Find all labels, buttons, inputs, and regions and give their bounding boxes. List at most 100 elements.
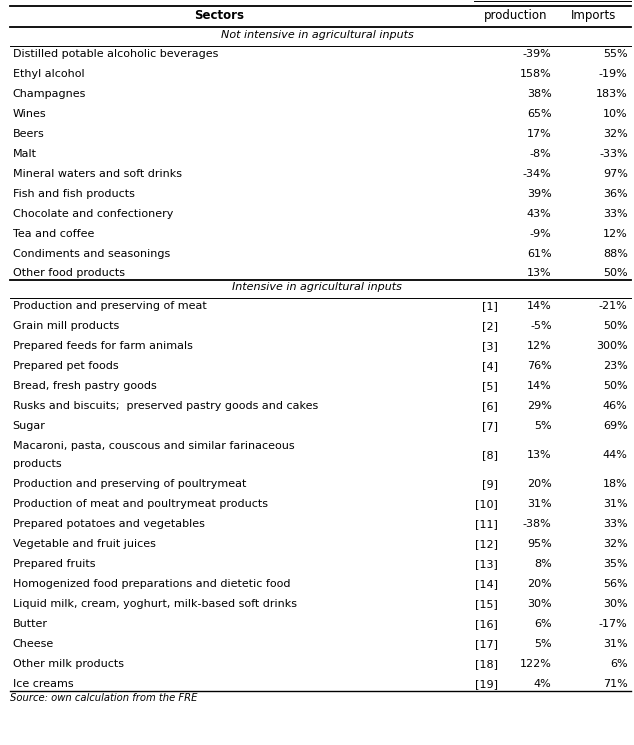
Text: [8]: [8] bbox=[482, 450, 498, 460]
Text: 33%: 33% bbox=[603, 209, 628, 218]
Text: 5%: 5% bbox=[534, 421, 552, 431]
Text: Condiments and seasonings: Condiments and seasonings bbox=[13, 249, 170, 259]
Text: 95%: 95% bbox=[527, 539, 552, 549]
Text: -34%: -34% bbox=[523, 168, 552, 179]
Text: -5%: -5% bbox=[530, 321, 552, 331]
Text: Fish and fish products: Fish and fish products bbox=[13, 188, 134, 199]
Text: 6%: 6% bbox=[534, 619, 552, 629]
Text: [11]: [11] bbox=[476, 519, 498, 529]
Text: [4]: [4] bbox=[482, 361, 498, 371]
Text: Prepared pet foods: Prepared pet foods bbox=[13, 361, 119, 371]
Text: 12%: 12% bbox=[603, 229, 628, 238]
Text: 69%: 69% bbox=[603, 421, 628, 431]
Text: 36%: 36% bbox=[603, 188, 628, 199]
Text: 55%: 55% bbox=[603, 49, 628, 59]
Text: 44%: 44% bbox=[603, 450, 628, 460]
Text: 38%: 38% bbox=[527, 89, 552, 99]
Text: Chocolate and confectionery: Chocolate and confectionery bbox=[13, 209, 173, 218]
Text: Sugar: Sugar bbox=[13, 421, 46, 431]
Text: 31%: 31% bbox=[527, 499, 552, 509]
Text: Tea and coffee: Tea and coffee bbox=[13, 229, 94, 238]
Text: 32%: 32% bbox=[603, 539, 628, 549]
Text: 32%: 32% bbox=[603, 129, 628, 139]
Text: Other food products: Other food products bbox=[13, 268, 125, 279]
Text: Other milk products: Other milk products bbox=[13, 659, 124, 669]
Text: Cheese: Cheese bbox=[13, 638, 54, 649]
Text: Homogenized food preparations and dietetic food: Homogenized food preparations and dietet… bbox=[13, 579, 290, 589]
Text: Champagnes: Champagnes bbox=[13, 89, 86, 99]
Text: Source: own calculation from the FRE: Source: own calculation from the FRE bbox=[10, 693, 197, 703]
Text: Bread, fresh pastry goods: Bread, fresh pastry goods bbox=[13, 381, 157, 391]
Text: 56%: 56% bbox=[603, 579, 628, 589]
Text: Liquid milk, cream, yoghurt, milk-based soft drinks: Liquid milk, cream, yoghurt, milk-based … bbox=[13, 599, 297, 609]
Text: [12]: [12] bbox=[476, 539, 498, 549]
Text: 50%: 50% bbox=[603, 321, 628, 331]
Text: Mineral waters and soft drinks: Mineral waters and soft drinks bbox=[13, 168, 182, 179]
Text: 29%: 29% bbox=[527, 401, 552, 410]
Text: -9%: -9% bbox=[530, 229, 552, 238]
Text: 33%: 33% bbox=[603, 519, 628, 529]
Text: [19]: [19] bbox=[476, 679, 498, 688]
Text: [18]: [18] bbox=[476, 659, 498, 669]
Text: 20%: 20% bbox=[527, 479, 552, 489]
Text: [14]: [14] bbox=[476, 579, 498, 589]
Text: 43%: 43% bbox=[527, 209, 552, 218]
Text: 122%: 122% bbox=[520, 659, 552, 669]
Text: [7]: [7] bbox=[482, 421, 498, 431]
Text: 88%: 88% bbox=[603, 249, 628, 259]
Text: 20%: 20% bbox=[527, 579, 552, 589]
Text: -8%: -8% bbox=[530, 149, 552, 159]
Text: 50%: 50% bbox=[603, 381, 628, 391]
Text: [13]: [13] bbox=[476, 559, 498, 569]
Text: -21%: -21% bbox=[599, 301, 628, 311]
Text: Prepared potatoes and vegetables: Prepared potatoes and vegetables bbox=[13, 519, 205, 529]
Text: 18%: 18% bbox=[603, 479, 628, 489]
Text: -33%: -33% bbox=[599, 149, 628, 159]
Text: Prepared fruits: Prepared fruits bbox=[13, 559, 95, 569]
Text: 13%: 13% bbox=[527, 450, 552, 460]
Text: Butter: Butter bbox=[13, 619, 48, 629]
Text: [3]: [3] bbox=[482, 341, 498, 351]
Text: Intensive in agricultural inputs: Intensive in agricultural inputs bbox=[232, 282, 402, 292]
Text: Production and preserving of poultrymeat: Production and preserving of poultrymeat bbox=[13, 479, 246, 489]
Text: 183%: 183% bbox=[596, 89, 628, 99]
Text: 35%: 35% bbox=[603, 559, 628, 569]
Text: Malt: Malt bbox=[13, 149, 37, 159]
Text: 158%: 158% bbox=[520, 69, 552, 79]
Text: [1]: [1] bbox=[482, 301, 498, 311]
Text: 14%: 14% bbox=[527, 381, 552, 391]
Text: 97%: 97% bbox=[603, 168, 628, 179]
Text: 4%: 4% bbox=[534, 679, 552, 688]
Text: Production of meat and poultrymeat products: Production of meat and poultrymeat produ… bbox=[13, 499, 268, 509]
Text: 30%: 30% bbox=[603, 599, 628, 609]
Text: Vegetable and fruit juices: Vegetable and fruit juices bbox=[13, 539, 155, 549]
Text: 300%: 300% bbox=[596, 341, 628, 351]
Text: 65%: 65% bbox=[527, 109, 552, 118]
Text: [15]: [15] bbox=[476, 599, 498, 609]
Text: [9]: [9] bbox=[482, 479, 498, 489]
Text: 10%: 10% bbox=[603, 109, 628, 118]
Text: 31%: 31% bbox=[603, 638, 628, 649]
Text: 31%: 31% bbox=[603, 499, 628, 509]
Text: 6%: 6% bbox=[610, 659, 628, 669]
Text: Rusks and biscuits;  preserved pastry goods and cakes: Rusks and biscuits; preserved pastry goo… bbox=[13, 401, 318, 410]
Text: Growth rate: Growth rate bbox=[517, 0, 588, 1]
Text: Ethyl alcohol: Ethyl alcohol bbox=[13, 69, 84, 79]
Text: Not intensive in agricultural inputs: Not intensive in agricultural inputs bbox=[221, 30, 413, 39]
Text: -39%: -39% bbox=[523, 49, 552, 59]
Text: Wines: Wines bbox=[13, 109, 46, 118]
Text: 30%: 30% bbox=[527, 599, 552, 609]
Text: 71%: 71% bbox=[603, 679, 628, 688]
Text: 12%: 12% bbox=[527, 341, 552, 351]
Text: [2]: [2] bbox=[482, 321, 498, 331]
Text: Imports: Imports bbox=[571, 9, 616, 22]
Text: Grain mill products: Grain mill products bbox=[13, 321, 119, 331]
Text: Beers: Beers bbox=[13, 129, 44, 139]
Text: [5]: [5] bbox=[482, 381, 498, 391]
Text: 8%: 8% bbox=[534, 559, 552, 569]
Text: Prepared feeds for farm animals: Prepared feeds for farm animals bbox=[13, 341, 193, 351]
Text: -17%: -17% bbox=[599, 619, 628, 629]
Text: 5%: 5% bbox=[534, 638, 552, 649]
Text: products: products bbox=[13, 459, 61, 469]
Text: 39%: 39% bbox=[527, 188, 552, 199]
